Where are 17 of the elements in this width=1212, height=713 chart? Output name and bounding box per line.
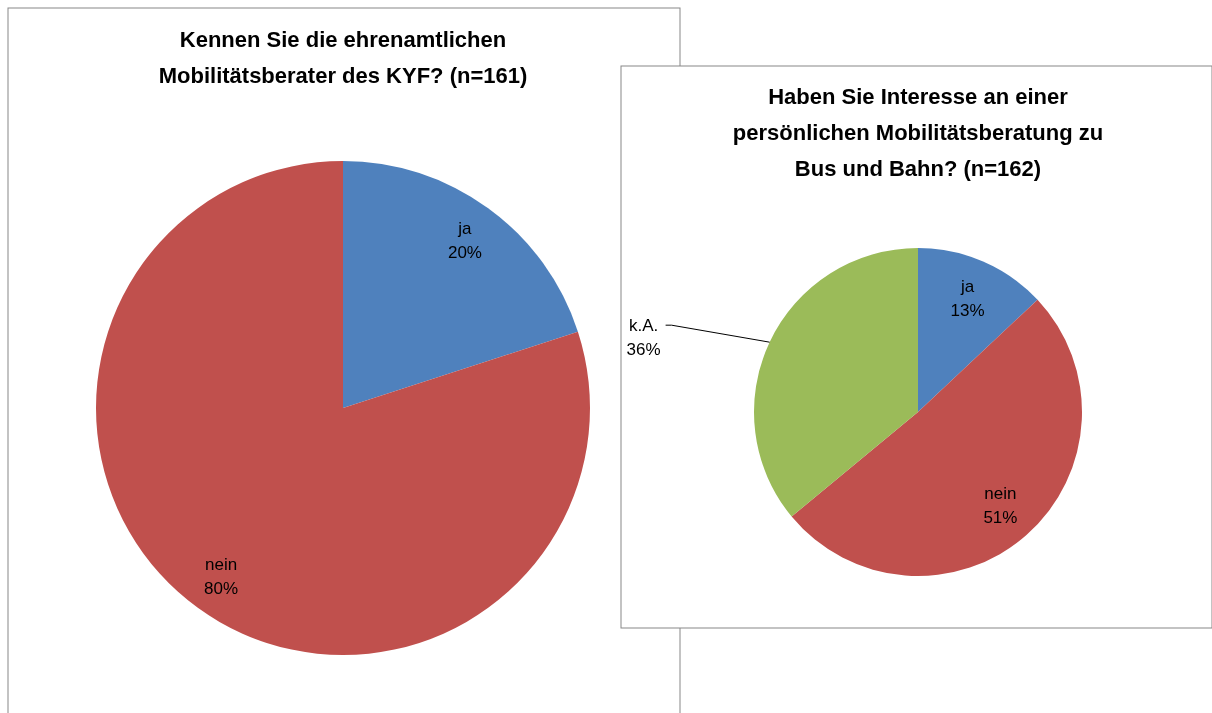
pie-slice (343, 161, 578, 408)
data-label: 51% (983, 508, 1018, 528)
pie-slice (791, 299, 1082, 576)
slice-label: nein (984, 484, 1017, 504)
data-label: 20% (447, 243, 482, 263)
data-label: 36% (626, 340, 661, 360)
pie-slice (96, 161, 590, 655)
slice-label: ja (959, 276, 975, 296)
pie-slice (754, 248, 918, 517)
slice-label: k.A. (628, 316, 659, 336)
chart-title: Haben Sie Interesse an einer persönlichen Mobilitätsberatung zu Bus und Bahn? (n=162) (732, 84, 1104, 181)
chart-title: Kennen Sie die ehrenamtlichen Mobilitätsberater des KYF? (n=161) (158, 27, 528, 88)
slice-label: nein (204, 554, 238, 574)
data-label: 80% (204, 578, 239, 598)
data-label: 13% (950, 300, 985, 320)
slice-label: ja (457, 219, 473, 239)
pie-slice (918, 248, 1038, 412)
